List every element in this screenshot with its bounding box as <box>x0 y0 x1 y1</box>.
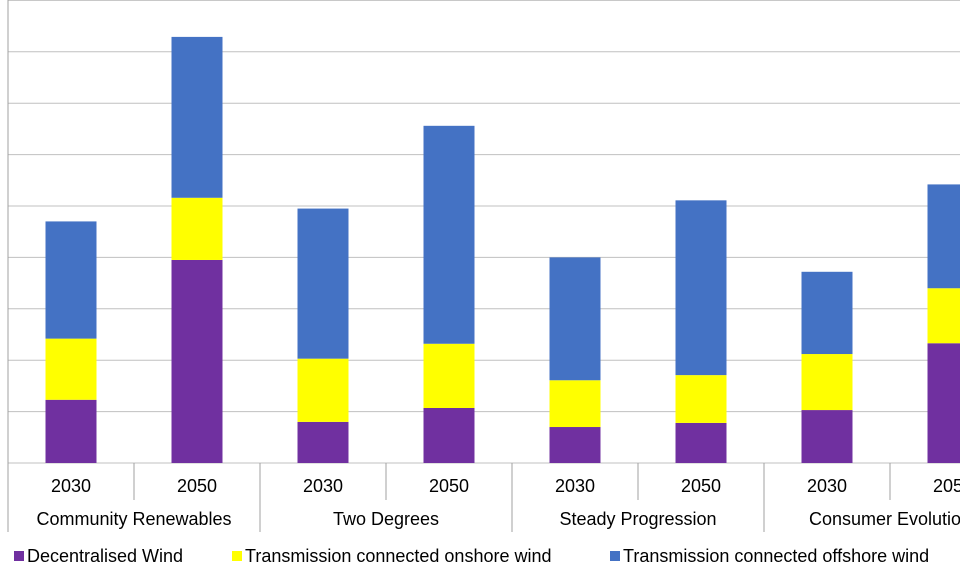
bar-segment <box>549 257 601 381</box>
bar-segment <box>45 221 97 339</box>
bar-segment <box>927 184 960 289</box>
bar-segment <box>423 343 475 409</box>
bar-segment <box>675 375 727 423</box>
x-tick-label: 2030 <box>555 476 595 496</box>
x-tick-label: 2050 <box>429 476 469 496</box>
bar-segment <box>675 422 727 463</box>
bar-segment <box>171 197 223 260</box>
bar-segment <box>549 380 601 428</box>
bar-segment <box>423 408 475 463</box>
bar-segment <box>801 410 853 463</box>
bar-segment <box>45 338 97 400</box>
legend-swatch <box>610 551 620 561</box>
bar-segment <box>297 421 349 463</box>
bar-segment <box>549 427 601 463</box>
x-tick-label: 2050 <box>177 476 217 496</box>
group-label: Community Renewables <box>36 509 231 529</box>
legend-swatch <box>232 551 242 561</box>
group-label: Consumer Evolution <box>809 509 960 529</box>
bar-segment <box>801 271 853 355</box>
bar-segment <box>927 343 960 463</box>
bar-segment <box>801 354 853 411</box>
group-label: Steady Progression <box>559 509 716 529</box>
group-label: Two Degrees <box>333 509 439 529</box>
bar-segment <box>171 259 223 463</box>
legend-swatch <box>14 551 24 561</box>
bar-segment <box>423 125 475 344</box>
bar-segment <box>171 36 223 198</box>
bar-segment <box>297 208 349 359</box>
legend-label: Transmission connected offshore wind <box>623 546 929 564</box>
x-tick-label: 2050 <box>933 476 960 496</box>
bar-segment <box>297 358 349 422</box>
legend-label: Decentralised Wind <box>27 546 183 564</box>
legend-label: Transmission connected onshore wind <box>245 546 552 564</box>
bar-segment <box>675 200 727 376</box>
bar-segment <box>45 399 97 463</box>
bar-segment <box>927 288 960 344</box>
x-tick-label: 2050 <box>681 476 721 496</box>
x-tick-label: 2030 <box>51 476 91 496</box>
x-tick-label: 2030 <box>303 476 343 496</box>
x-tick-label: 2030 <box>807 476 847 496</box>
